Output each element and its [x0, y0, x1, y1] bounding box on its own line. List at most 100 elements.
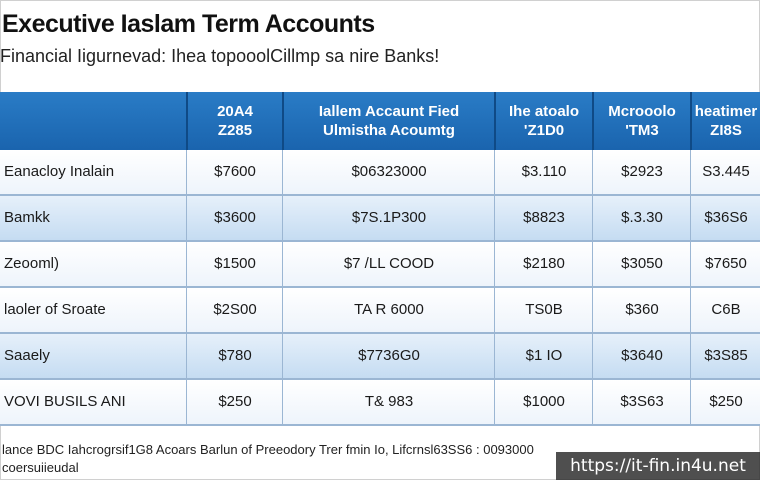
cell-col4: $3S63	[620, 393, 664, 410]
table-row: Bamkk $3600 $7S.1P300 $8823 $.3.30 $36S6	[0, 196, 760, 240]
grid-line	[690, 380, 691, 424]
cell-col2: T& 983	[364, 393, 414, 410]
cell-col2: $06323000	[351, 163, 427, 180]
cell-col4: $2923	[621, 163, 663, 180]
header-cell-label	[0, 92, 186, 150]
page-subtitle: Financial Iigurnevad: Ihea topooolCillmp…	[0, 46, 440, 66]
grid-line	[186, 380, 187, 424]
grid-line	[690, 334, 691, 378]
header-col3-line1: Ihe atoalo	[508, 103, 579, 120]
header-cell-col1: 20A4 Z285	[188, 92, 282, 150]
cell-col5: S3.445	[702, 163, 750, 180]
grid-line	[282, 242, 283, 286]
cell-col5: $3S85	[704, 347, 748, 364]
grid-line	[690, 242, 691, 286]
grid-line	[494, 380, 495, 424]
grid-line	[592, 288, 593, 332]
footnote-line1: lance BDC Iahcrogrsif1G8 Acoars Barlun o…	[2, 442, 534, 457]
grid-line	[282, 196, 283, 240]
row-divider	[0, 378, 760, 380]
grid-line	[690, 288, 691, 332]
header-col3-line2: 'Z1D0	[523, 122, 565, 139]
cell-col3: TS0B	[525, 301, 563, 318]
cell-col4: $360	[625, 301, 659, 318]
row-divider	[0, 424, 760, 426]
cell-col2: $7736G0	[358, 347, 420, 364]
cell-col5: $250	[709, 393, 743, 410]
header-cell-col3: Ihe atoalo 'Z1D0	[496, 92, 592, 150]
grid-line	[494, 150, 495, 194]
cell-col3: $2180	[523, 255, 565, 272]
header-divider	[186, 92, 188, 150]
header-cell-col2: Iallem Accaunt Fied Ulmistha Acoumtg	[284, 92, 494, 150]
grid-line	[592, 196, 593, 240]
grid-line	[690, 196, 691, 240]
footnote-line2: coersuiieudal	[2, 460, 79, 475]
cell-col1: $2S00	[213, 301, 257, 318]
row-label: VOVI BUSILS ANI	[4, 393, 126, 410]
cell-col2: $7 /LL COOD	[343, 255, 435, 272]
cell-col3: $8823	[523, 209, 565, 226]
table-row: laoler of Sroate $2S00 TA R 6000 TS0B $3…	[0, 288, 760, 332]
header-cell-col4: Mcrooolo 'TM3	[594, 92, 690, 150]
grid-line	[494, 242, 495, 286]
header-cell-col5: heatimer ZI8S	[692, 92, 760, 150]
grid-line	[592, 334, 593, 378]
cell-col5: $7650	[705, 255, 747, 272]
grid-line	[282, 150, 283, 194]
row-divider	[0, 332, 760, 334]
header-col2-line1: Iallem Accaunt Fied	[318, 103, 460, 120]
grid-line	[186, 334, 187, 378]
grid-line	[282, 380, 283, 424]
table-row: VOVI BUSILS ANI $250 T& 983 $1000 $3S63 …	[0, 380, 760, 424]
grid-line	[592, 150, 593, 194]
row-divider	[0, 286, 760, 288]
grid-line	[690, 150, 691, 194]
row-label: laoler of Sroate	[4, 301, 106, 318]
grid-line	[186, 196, 187, 240]
grid-line	[494, 196, 495, 240]
grid-line	[186, 288, 187, 332]
grid-line	[186, 242, 187, 286]
cell-col4: $3640	[621, 347, 663, 364]
grid-line	[592, 242, 593, 286]
grid-line	[282, 334, 283, 378]
grid-line	[592, 380, 593, 424]
cell-col3: $3.110	[521, 163, 567, 180]
header-divider	[282, 92, 284, 150]
cell-col2: $7S.1P300	[351, 209, 427, 226]
row-label: Zeooml)	[4, 255, 60, 272]
header-divider	[494, 92, 496, 150]
cell-col4: $3050	[621, 255, 663, 272]
cell-col4: $.3.30	[621, 209, 663, 226]
cell-col1: $7600	[214, 163, 256, 180]
cell-col5: $36S6	[704, 209, 748, 226]
row-label: Bamkk	[4, 209, 50, 226]
cell-col3: $1000	[523, 393, 565, 410]
header-col4-line1: Mcrooolo	[608, 103, 676, 120]
row-label: Eanacloy Inalain	[4, 163, 115, 180]
grid-line	[494, 334, 495, 378]
table-row: Zeooml) $1500 $7 /LL COOD $2180 $3050 $7…	[0, 242, 760, 286]
row-divider	[0, 240, 760, 242]
row-divider	[0, 194, 760, 196]
row-label: Saaely	[4, 347, 50, 364]
grid-line	[282, 288, 283, 332]
grid-line	[186, 150, 187, 194]
cell-col5: C6B	[711, 301, 741, 318]
cell-col2: TA R 6000	[354, 301, 424, 318]
header-col1-line2: Z285	[217, 122, 253, 139]
header-col1-line1: 20A4	[217, 103, 253, 120]
table-row: Eanacloy Inalain $7600 $06323000 $3.110 …	[0, 150, 760, 194]
watermark-url: https://it-fin.in4u.net	[556, 452, 760, 480]
header-col5-line1: heatimer	[694, 103, 758, 120]
header-col2-line2: Ulmistha Acoumtg	[323, 122, 455, 139]
cell-col1: $780	[218, 347, 252, 364]
cell-col3: $1 IO	[525, 347, 563, 364]
table-header: 20A4 Z285 Iallem Accaunt Fied Ulmistha A…	[0, 92, 760, 150]
cell-col1: $250	[218, 393, 252, 410]
grid-line	[494, 288, 495, 332]
header-divider	[592, 92, 594, 150]
header-col4-line2: 'TM3	[625, 122, 659, 139]
header-col5-line2: ZI8S	[710, 122, 742, 139]
